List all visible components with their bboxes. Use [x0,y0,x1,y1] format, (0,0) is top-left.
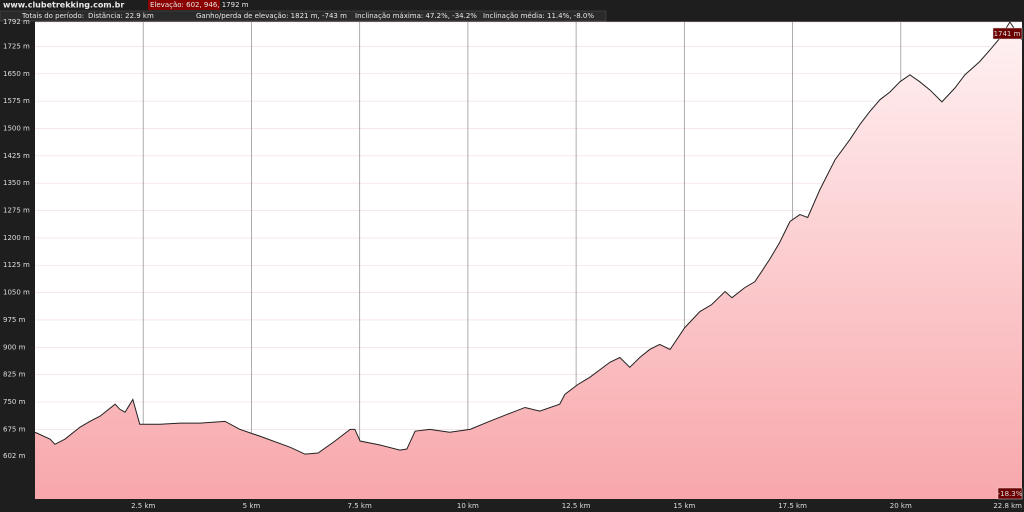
x-tick-label: 22.8 km [993,502,1022,510]
totals: Totais do período: [21,12,84,20]
y-tick-label: 1350 m [3,179,30,187]
y-tick-label: 1500 m [3,124,30,132]
stats-bar [0,10,607,22]
y-tick-label: 602 m [3,452,26,460]
y-tick-label: 1425 m [3,152,30,160]
annotation-box [992,27,1023,40]
y-tick-label: 750 m [3,398,26,406]
y-tick-label: 975 m [3,316,26,324]
x-tick-label: 20 km [890,502,912,510]
site-logo: www.clubetrekking.com.br [3,1,124,10]
avg-slope: Inclinação média: 11.4%, -8.0% [483,12,594,20]
y-tick-label: 1050 m [3,289,30,297]
x-tick-label: 5 km [243,502,261,510]
y-tick-label: 1200 m [3,234,30,242]
area [35,22,1022,499]
x-tick-label: 2.5 km [131,502,155,510]
x-tick-label: 15 km [673,502,695,510]
y-tick-label: 1792 m [3,18,30,26]
elevation-text: Elevação: 602, 946, 1792 m [150,1,249,9]
gain: Ganho/perda de elevação: 1821 m, -743 m [196,12,347,20]
line [34,21,1023,455]
distance: Distância: 22.9 km [88,12,154,20]
y-tick-label: 900 m [3,343,26,351]
y-tick-label: 1575 m [3,97,30,105]
x-tick-label: 17.5 km [778,502,807,510]
x-tick-label: 10 km [457,502,479,510]
y-tick-label: 825 m [3,371,26,379]
annotation: 1741 m [994,30,1021,38]
y-tick-label: 1125 m [3,261,30,269]
annotation-box [997,487,1023,500]
elevation-box [148,0,220,10]
y-tick-label: 675 m [3,425,26,433]
x-tick-label: 12.5 km [562,502,591,510]
annotation: -18.3% [998,490,1023,498]
y-tick-label: 1275 m [3,207,30,215]
x-tick-label: 7.5 km [348,502,372,510]
max-slope: Inclinação máxima: 47.2%, -34.2% [355,12,477,20]
y-tick-label: 1650 m [3,70,30,78]
y-tick-label: 1725 m [3,42,30,50]
